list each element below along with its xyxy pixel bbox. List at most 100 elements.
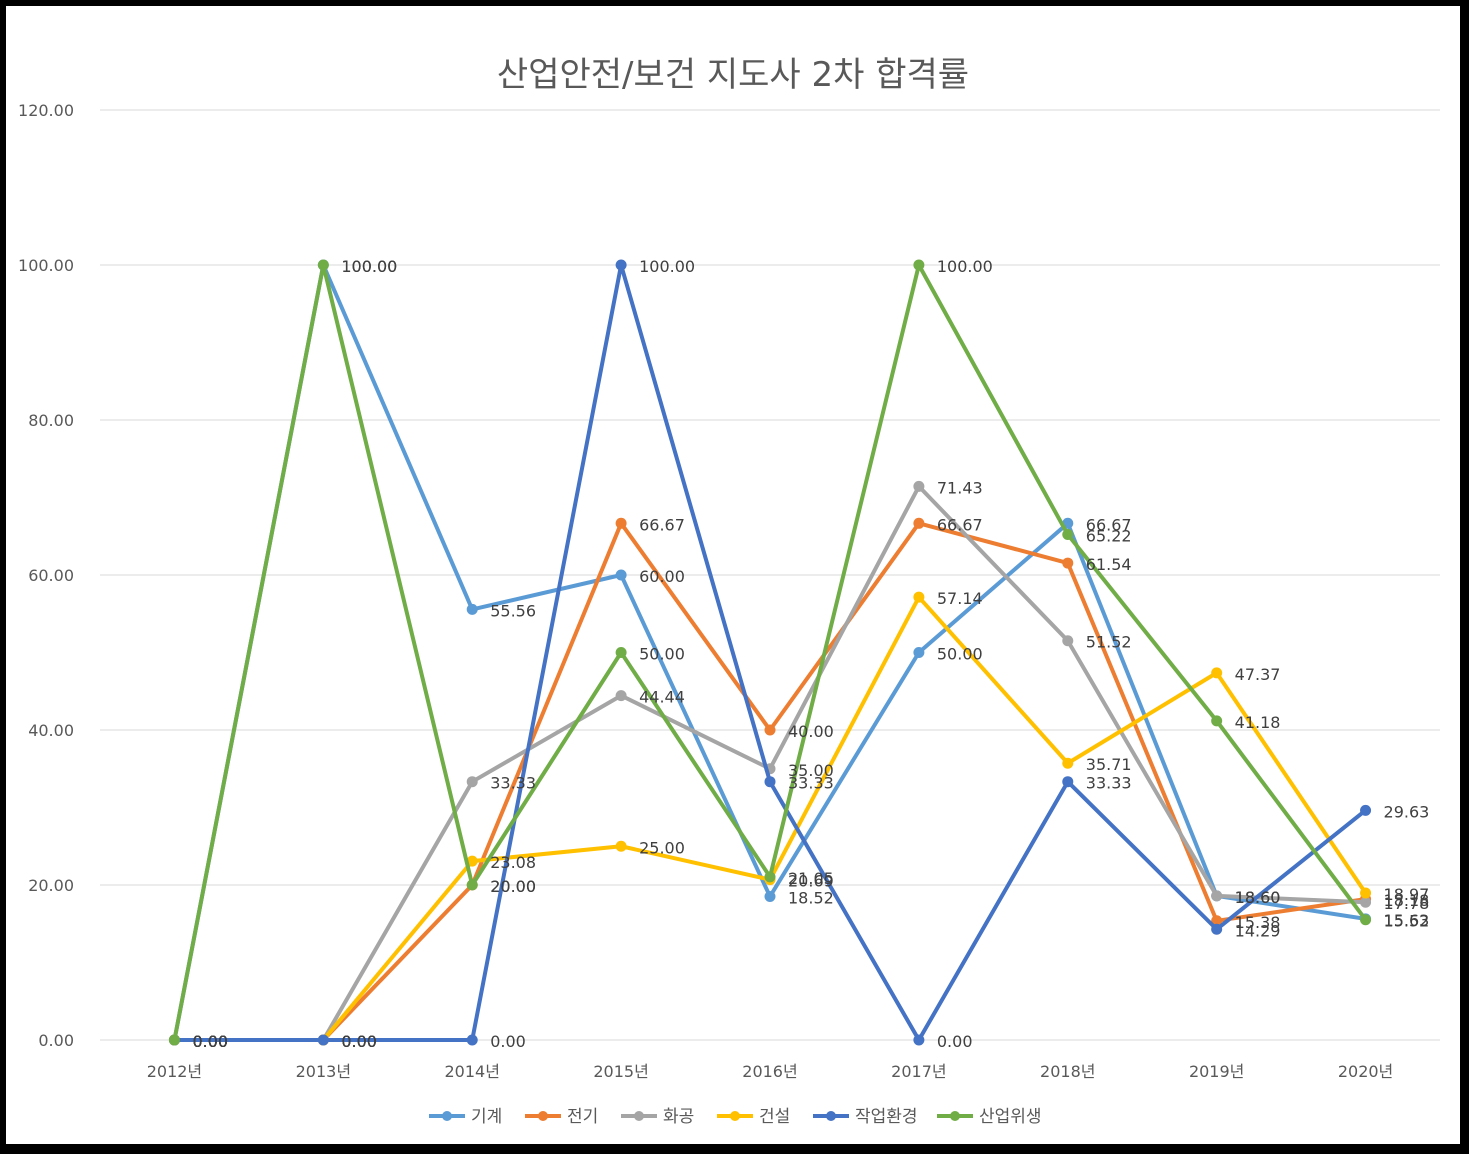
data-labels: 0.00 100.00 55.56 60.00 18.52 50.00 66.67 18.60… [192,257,1429,1051]
y-tick-label: 100.00 [18,256,74,275]
data-point [1360,914,1372,926]
data-label: 18.52 [788,888,834,907]
data-label: 40.00 [788,722,834,741]
series-line [172,263,1368,1042]
data-point [317,1034,329,1046]
x-tick-label: 2013년 [296,1062,351,1081]
data-point [1062,557,1074,569]
legend-item-화공[interactable]: 화공 [621,1107,694,1127]
legend[interactable]: 기계 전기 화공 건설 작업환경 산업위생 [429,1107,1042,1127]
legend-label: 기계 [471,1107,502,1127]
x-tick-label: 2019년 [1189,1062,1244,1081]
x-tick-label: 2016년 [742,1062,797,1081]
data-point [1211,715,1223,727]
data-label: 0.00 [341,1032,377,1051]
legend-item-건설[interactable]: 건설 [717,1107,790,1127]
legend-marker [950,1111,960,1121]
data-label: 25.00 [639,838,685,857]
data-point [1062,635,1074,647]
data-point [764,776,776,788]
data-point [913,591,925,603]
x-axis: 2012년 2013년 2014년 2015년 2016년 2017년 2018년 2019년… [147,1062,1394,1081]
data-point [1211,667,1223,679]
legend-item-전기[interactable]: 전기 [525,1107,598,1127]
data-label: 55.56 [490,601,536,620]
data-label: 33.33 [490,774,536,793]
data-point [913,480,925,492]
data-label: 71.43 [937,478,983,497]
data-label: 66.67 [937,515,983,534]
data-label: 15.38 [1235,913,1281,932]
data-label: 41.18 [1235,713,1281,732]
data-label: 33.33 [1086,774,1132,793]
data-label: 20.00 [490,877,536,896]
data-point [466,879,478,891]
x-tick-label: 2015년 [593,1062,648,1081]
data-label: 61.54 [1086,555,1132,574]
legend-item-작업환경[interactable]: 작업환경 [813,1107,918,1127]
data-label: 35.00 [788,761,834,780]
data-point [1360,804,1372,816]
y-tick-label: 20.00 [28,876,74,895]
data-label: 18.60 [1235,888,1281,907]
data-point [913,517,925,529]
data-label: 47.37 [1235,665,1281,684]
series-산업위생 [168,259,1372,1046]
data-label: 100.00 [639,257,695,276]
data-label: 44.44 [639,688,685,707]
data-label: 100.00 [341,257,397,276]
data-label: 0.00 [937,1032,973,1051]
data-label: 23.08 [490,853,536,872]
legend-marker [826,1111,836,1121]
data-label: 17.78 [1384,894,1430,913]
data-label: 18.18 [1384,891,1430,910]
data-label: 0.00 [192,1032,228,1051]
data-label: 100.00 [341,257,397,276]
data-point [317,259,329,271]
legend-label: 산업위생 [979,1107,1042,1127]
data-label: 50.00 [639,645,685,664]
data-label: 14.29 [1235,921,1281,940]
data-point [764,890,776,902]
series-화공 [168,480,1372,1046]
x-tick-label: 2018년 [1040,1062,1095,1081]
data-label: 0.00 [192,1032,228,1051]
legend-item-산업위생[interactable]: 산업위생 [937,1107,1042,1127]
x-tick-label: 2017년 [891,1062,946,1081]
data-label: 29.63 [1384,802,1430,821]
data-label: 0.00 [192,1032,228,1051]
data-point [913,1034,925,1046]
legend-marker [538,1111,548,1121]
data-label: 0.00 [341,1032,377,1051]
legend-label: 건설 [759,1107,790,1127]
data-point [615,569,627,581]
data-point [168,1034,180,1046]
y-tick-label: 120.00 [18,101,74,120]
data-label: 18.97 [1384,885,1430,904]
data-point [615,690,627,702]
data-point [615,517,627,529]
data-label: 0.00 [192,1032,228,1051]
data-point [1360,887,1372,899]
legend-item-기계[interactable]: 기계 [429,1107,502,1127]
data-label: 15.63 [1384,911,1430,930]
data-label: 0.00 [341,1032,377,1051]
y-axis: 0.00 20.00 40.00 60.00 80.00 100.00 120.00 [18,101,74,1050]
x-tick-label: 2012년 [147,1062,202,1081]
x-tick-label: 2014년 [444,1062,499,1081]
legend-label: 화공 [663,1107,694,1127]
data-point [466,855,478,867]
legend-label: 전기 [567,1107,598,1127]
x-tick-label: 2020년 [1338,1062,1393,1081]
chart-frame: 산업안전/보건 지도사 2차 합격률 0.00 20.00 40.00 60.00 80… [6,6,1460,1144]
data-label: 21.05 [788,869,834,888]
legend-marker [730,1111,740,1121]
data-label: 65.22 [1086,527,1132,546]
y-tick-label: 0.00 [38,1031,74,1050]
data-label: 100.00 [937,257,993,276]
data-point [1062,757,1074,769]
data-point [466,603,478,615]
data-point [1360,896,1372,908]
data-label: 18.60 [1235,888,1281,907]
data-label: 51.52 [1086,633,1132,652]
